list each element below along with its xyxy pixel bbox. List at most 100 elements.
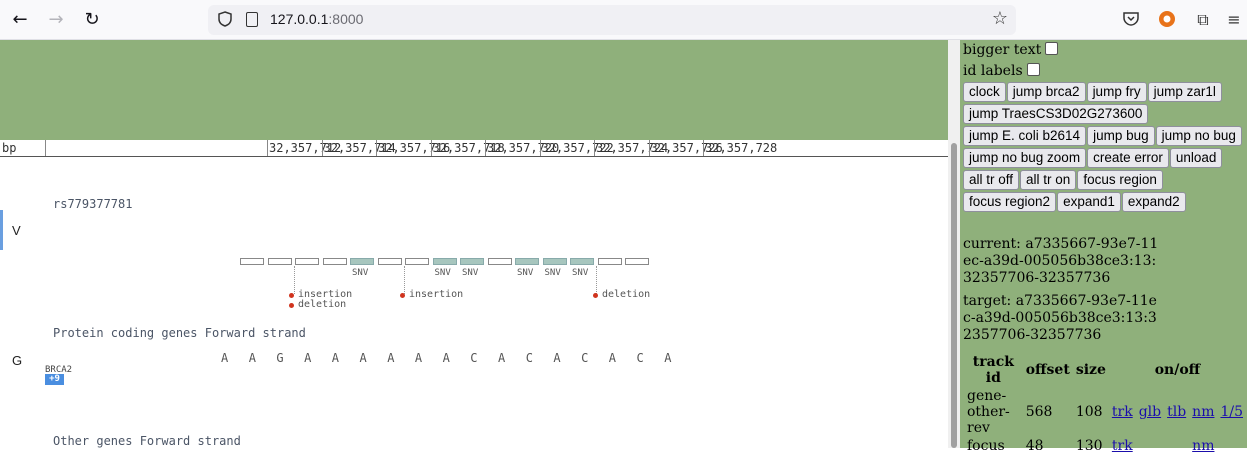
btn-jump-traescs3d02g273600[interactable]: jump TraesCS3D02G273600 [963, 104, 1149, 124]
page-icon[interactable] [246, 12, 258, 27]
ruler-tick-label: 32,357,724 [596, 141, 669, 155]
gene-name-label[interactable]: BRCA2 [45, 365, 73, 375]
reload-icon[interactable]: ↻ [84, 9, 100, 30]
extensions-puzzle-icon[interactable]: ⧉ [1197, 10, 1209, 29]
btn-all-tr-off[interactable]: all tr off [963, 170, 1020, 190]
address-bar[interactable]: 127.0.0.1:8000 ☆ [208, 5, 1016, 35]
coordinate-ruler: bp 32,357,712 32,357,714 32,357,716 32,357,… [0, 140, 948, 157]
btn-focus-region2[interactable]: focus region2 [963, 192, 1057, 212]
scrollbar-thumb[interactable] [951, 143, 957, 448]
menu-hamburger-icon[interactable]: ≡ [1227, 10, 1241, 29]
variant-box[interactable] [295, 258, 319, 265]
btn-jump-no-bug-zoom[interactable]: jump no bug zoom [963, 148, 1087, 168]
current-location: current: a7335667-93e7-11ec-a39d-005056b… [963, 236, 1159, 286]
gene-count-badge[interactable]: +9 [45, 374, 64, 385]
btn-create-error[interactable]: create error [1087, 148, 1169, 168]
variant-box[interactable] [377, 258, 402, 265]
variant-box[interactable] [267, 258, 292, 265]
track-size-cell: 130 [1075, 438, 1103, 454]
track-toggle-cell [1137, 438, 1163, 454]
ruler-tick-label: 32,357,714 [323, 141, 396, 155]
extension-fox-icon[interactable] [1157, 10, 1177, 30]
track-toggle-link-nm[interactable]: nm [1192, 404, 1215, 420]
track-toggle-link-trk[interactable]: trk [1111, 404, 1133, 420]
snv-label: SNV [462, 268, 479, 278]
snv-variant-box[interactable] [542, 258, 567, 265]
btn-jump-e-coli-b2614[interactable]: jump E. coli b2614 [963, 126, 1087, 146]
ruler-tick-line [485, 140, 486, 156]
shield-icon[interactable] [218, 11, 232, 27]
forward-arrow-icon[interactable]: → [48, 9, 64, 30]
track-toggle-cell [1218, 438, 1245, 454]
id-labels-label: id labels [963, 63, 1023, 79]
track-toggle-cell [1165, 438, 1188, 454]
sequence-base: A [387, 351, 395, 365]
insertion-marker[interactable] [289, 293, 294, 298]
track-toggle-link-tlb[interactable]: tlb [1167, 404, 1187, 420]
insertion-marker[interactable] [400, 293, 405, 298]
track-toggle-link-trk[interactable]: trk [1111, 438, 1133, 454]
track-table: track id offset size on/off gene-other-r… [963, 352, 1247, 456]
variant-track-handle[interactable] [0, 210, 3, 250]
bookmark-star-icon[interactable]: ☆ [991, 8, 1008, 29]
track-toggle-link-nm[interactable]: nm [1192, 438, 1215, 454]
track-toggle-link-glb[interactable]: glb [1138, 404, 1162, 420]
pocket-icon[interactable] [1121, 10, 1141, 30]
url-text[interactable]: 127.0.0.1:8000 [270, 11, 364, 27]
variant-box[interactable] [240, 258, 264, 265]
snv-variant-box[interactable] [432, 258, 457, 265]
btn-jump-fry[interactable]: jump fry [1086, 82, 1147, 102]
btn-jump-no-bug[interactable]: jump no bug [1155, 126, 1242, 146]
ruler-tick-label: 32,357,718 [432, 141, 505, 155]
btn-clock[interactable]: clock [963, 82, 1006, 102]
snv-variant-box[interactable] [515, 258, 539, 265]
track-offset-cell: 568 [1025, 404, 1053, 420]
track-area[interactable]: rs779377781 V SNV SNV SNV SNV SNV SNV inserti… [0, 157, 948, 448]
sequence-base: A [331, 351, 340, 365]
sequence-base: A [304, 351, 312, 365]
track-toggle-cell: tlb [1165, 388, 1188, 436]
back-arrow-icon[interactable]: ← [12, 9, 28, 30]
ruler-tick-label: 32,357,712 [269, 141, 342, 155]
ruler-unit: bp [2, 141, 17, 155]
btn-jump-bug[interactable]: jump bug [1087, 126, 1155, 146]
btn-all-tr-on[interactable]: all tr on [1020, 170, 1077, 190]
deletion-marker[interactable] [593, 293, 598, 298]
variant-box[interactable] [487, 258, 512, 265]
deletion-label: deletion [298, 299, 347, 310]
variant-connector [294, 266, 295, 294]
variant-box[interactable] [322, 258, 347, 265]
variant-box[interactable] [597, 258, 622, 265]
variant-connector [596, 266, 597, 294]
btn-focus-region[interactable]: focus region [1077, 170, 1163, 190]
variant-box[interactable] [405, 258, 429, 265]
btn-expand2[interactable]: expand2 [1121, 192, 1186, 212]
btn-jump-zar1l[interactable]: jump zar1l [1147, 82, 1222, 102]
bigger-text-checkbox[interactable] [1045, 42, 1059, 55]
id-labels-checkbox[interactable] [1026, 63, 1040, 76]
snv-label: SNV [517, 268, 534, 278]
track-toggle-cell: glb [1137, 388, 1163, 436]
deletion-marker[interactable] [289, 303, 294, 308]
snv-variant-box[interactable] [570, 258, 594, 265]
vertical-scrollbar[interactable] [948, 40, 960, 448]
track-toggle-cell: trk [1110, 438, 1135, 454]
gene-track-letter[interactable]: G [12, 353, 23, 368]
control-panel: bigger text id labels clock jump brca2 jum… [960, 40, 1247, 454]
track-table-row: gene-other-rev 568 108 trk glb tlb nm 1/5 [965, 388, 1245, 436]
btn-unload[interactable]: unload [1169, 148, 1223, 168]
btn-jump-brca2[interactable]: jump brca2 [1006, 82, 1086, 102]
variant-box[interactable] [625, 258, 649, 265]
sequence-base: A [498, 351, 506, 365]
track-toggle-link-1-of-5[interactable]: 1/5 [1220, 404, 1243, 420]
snv-variant-box[interactable] [460, 258, 484, 265]
btn-expand1[interactable]: expand1 [1057, 192, 1121, 212]
snv-variant-box[interactable] [350, 258, 374, 265]
sequence-base: A [553, 351, 561, 365]
variant-track-label: rs779377781 [53, 197, 133, 211]
ruler-tick-line [539, 140, 541, 156]
sequence-base: G [276, 351, 284, 365]
button-group: clock jump brca2 jump fry jump zar1ljump Tr… [963, 82, 1245, 214]
variant-track-letter[interactable]: V [12, 223, 21, 238]
snv-label: SNV [352, 268, 369, 278]
